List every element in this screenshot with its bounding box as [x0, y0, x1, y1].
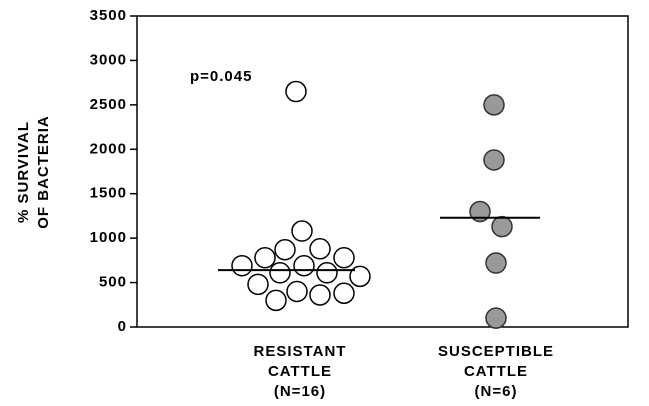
- data-point: [247, 273, 269, 296]
- data-point: [491, 215, 513, 238]
- data-point: [274, 238, 296, 261]
- y-tick-label: 500: [99, 274, 127, 291]
- data-point: [469, 200, 491, 223]
- y-tick-label: 1500: [90, 185, 127, 202]
- data-point: [333, 282, 355, 304]
- data-point: [231, 254, 253, 277]
- plot-frame: [136, 15, 629, 328]
- data-point: [269, 262, 291, 284]
- x-tick-label: RESISTANT: [254, 343, 347, 360]
- y-tick-label: 2000: [90, 140, 127, 157]
- y-tick-label: 1000: [90, 229, 127, 246]
- y-axis-label: % SURVIVAL: [15, 121, 32, 223]
- data-point: [293, 254, 315, 277]
- data-point: [309, 284, 331, 306]
- x-tick-label: CATTLE: [464, 363, 528, 380]
- y-axis-label: OF BACTERIA: [35, 115, 52, 229]
- x-tick-label: (N=6): [475, 383, 518, 400]
- x-tick-label: CATTLE: [268, 363, 332, 380]
- y-tick-label: 0: [118, 318, 127, 335]
- y-tick-label: 3000: [90, 51, 127, 68]
- data-point: [485, 252, 507, 274]
- data-point: [333, 246, 355, 269]
- x-tick-label: (N=16): [274, 383, 326, 400]
- data-point: [349, 265, 371, 288]
- data-point: [254, 246, 276, 269]
- data-point: [316, 262, 338, 284]
- data-point: [483, 149, 505, 171]
- y-tick-label: 3500: [90, 7, 127, 24]
- x-tick-label: SUSCEPTIBLE: [438, 343, 554, 360]
- data-point: [485, 307, 507, 329]
- data-point: [286, 280, 308, 303]
- data-point: [291, 220, 313, 242]
- y-tick-label: 2500: [90, 96, 127, 113]
- data-point: [285, 80, 307, 103]
- data-point: [483, 94, 505, 116]
- data-point: [309, 238, 331, 260]
- data-point: [265, 289, 287, 312]
- annotation: p=0.045: [190, 68, 252, 85]
